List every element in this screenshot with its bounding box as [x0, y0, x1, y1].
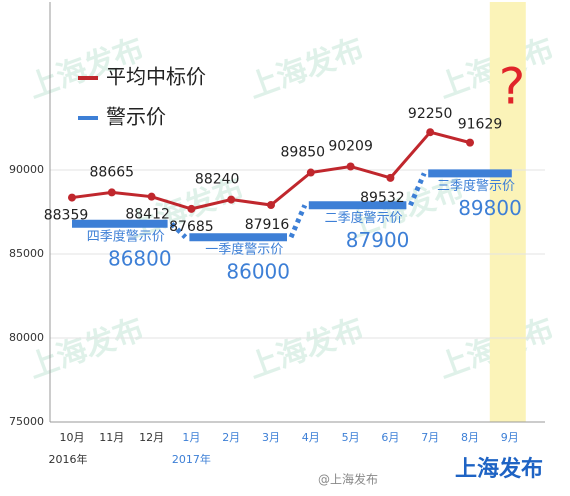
price-value-label: 92250 [408, 106, 453, 122]
x-year-label: 2016年 [49, 452, 88, 466]
period-label: 三季度警示价 [437, 178, 515, 194]
period-label: 四季度警示价 [87, 228, 165, 244]
step-connector [408, 172, 427, 207]
price-point [466, 138, 474, 147]
y-tick-label: 85000 [9, 247, 44, 260]
highlight-column [489, 2, 526, 422]
price-value-label: 87685 [169, 219, 214, 235]
price-point [306, 168, 315, 177]
x-tick-label: 4月 [302, 431, 320, 444]
x-tick-label: 6月 [381, 431, 399, 444]
price-point [147, 192, 156, 201]
y-tick-label: 75000 [9, 415, 44, 428]
question-mark: ? [499, 58, 526, 116]
price-point [346, 162, 355, 171]
price-point [267, 201, 275, 210]
warning-value-label: 86800 [108, 246, 172, 270]
weibo-handle: @上海发布 [318, 472, 378, 487]
x-tick-label: 2月 [222, 431, 240, 444]
step-connector [169, 221, 188, 239]
warning-value-label: 87900 [346, 228, 410, 252]
x-tick-label: 8月 [461, 431, 479, 444]
x-tick-label: 1月 [182, 431, 200, 444]
price-value-label: 88665 [90, 164, 135, 180]
y-tick-label: 90000 [9, 163, 44, 176]
price-value-label: 88240 [195, 172, 240, 188]
step-connector [288, 204, 308, 239]
price-point [187, 204, 196, 213]
legend-label: 警示价 [106, 105, 166, 129]
warning-value-label: 86000 [226, 260, 290, 284]
price-point [68, 193, 76, 202]
warning-value-label: 89800 [458, 196, 522, 220]
period-label: 二季度警示价 [325, 210, 403, 226]
price-point [107, 188, 116, 197]
price-value-label: 91629 [458, 117, 503, 133]
x-tick-label: 12月 [139, 431, 164, 444]
price-value-label: 88359 [44, 208, 89, 224]
legend-label: 平均中标价 [106, 65, 206, 89]
price-value-label: 89532 [360, 190, 405, 206]
x-tick-label: 10月 [60, 431, 85, 444]
price-value-label: 88412 [125, 207, 170, 223]
price-point [386, 173, 395, 182]
price-point [426, 128, 435, 137]
price-value-label: 87916 [245, 217, 290, 233]
x-tick-label: 7月 [421, 431, 439, 444]
x-tick-label: 5月 [342, 431, 360, 444]
x-tick-label: 11月 [99, 431, 124, 444]
price-point [227, 195, 236, 204]
price-value-label: 90209 [328, 138, 373, 154]
brand: 上海发布 [455, 456, 543, 482]
x-tick-label: 3月 [262, 431, 280, 444]
period-label: 一季度警示价 [205, 242, 283, 258]
x-tick-label: 9月 [501, 431, 519, 444]
price-value-label: 89850 [281, 145, 326, 161]
x-year-label: 2017年 [172, 452, 211, 466]
y-tick-label: 80000 [9, 331, 44, 344]
